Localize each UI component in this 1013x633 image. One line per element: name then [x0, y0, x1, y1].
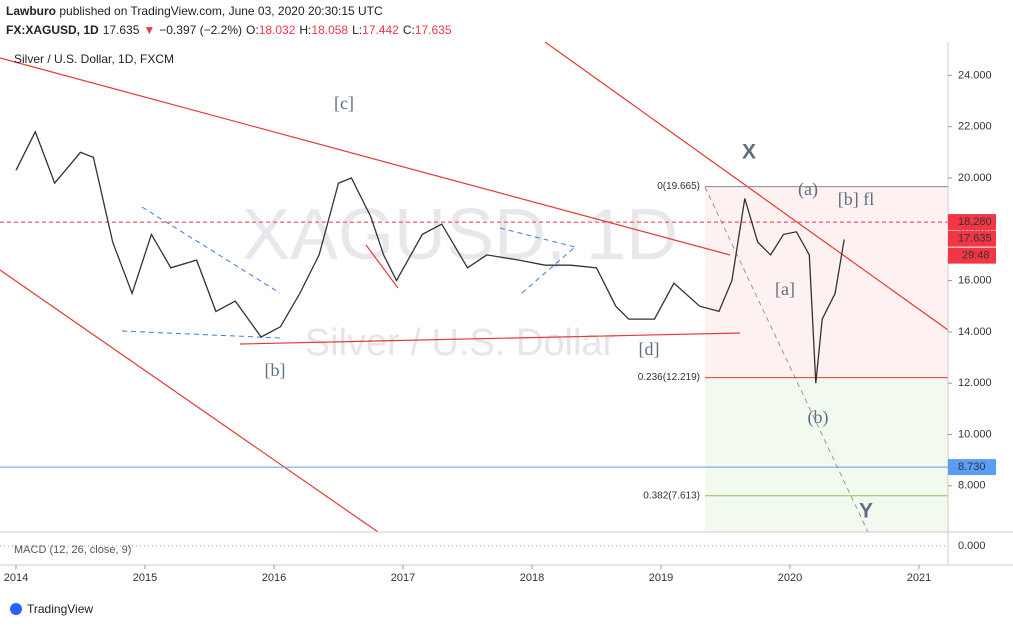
quote-part: 17.635	[415, 23, 452, 37]
wave-label: (b)	[808, 407, 829, 428]
quote-part: FX:XAGUSD, 1D	[6, 23, 99, 37]
x-tick-label: 2016	[262, 572, 286, 584]
published: published on TradingView.com, June 03, 2…	[59, 4, 383, 18]
x-tick-label: 2020	[778, 572, 802, 584]
blue-lines	[121, 206, 576, 339]
countdown-box	[948, 247, 996, 264]
price-box	[948, 214, 996, 231]
y-tick-label: 20.000	[958, 172, 992, 184]
wave-label: Y	[859, 500, 873, 523]
y-tick-label: 14.000	[958, 326, 992, 338]
wedge-line	[521, 246, 576, 294]
fib-zone-lower	[705, 378, 948, 532]
fib-label: 0(19.665)	[657, 181, 700, 192]
logo-icon	[10, 603, 22, 615]
x-tick-label: 2015	[133, 572, 157, 584]
y-tick-label: 16.000	[958, 274, 992, 286]
trend-line	[0, 57, 731, 256]
x-tick-label: 2019	[649, 572, 673, 584]
trend-line	[0, 269, 379, 533]
logo: TradingView	[10, 602, 93, 616]
plot: 0(19.665) 0.236(12.219) 0.382(7.613)	[0, 130, 948, 501]
trend-line	[239, 332, 741, 345]
trend-line	[365, 244, 399, 289]
wave-label: [b] fl	[838, 189, 874, 209]
price-label: 17.635	[958, 233, 992, 245]
wave-label: [b]	[265, 360, 286, 380]
quote-part: ▼	[143, 23, 155, 37]
quote-part: 17.635	[103, 23, 140, 37]
wave-label: X	[742, 141, 756, 164]
trend-lines	[0, 41, 949, 533]
quote-part: C:	[403, 23, 415, 37]
price-label: 18.280	[958, 216, 992, 228]
quote-part: 18.058	[311, 23, 348, 37]
macd-tick: 0.000	[958, 540, 986, 552]
quote-part: 18.032	[259, 23, 296, 37]
wedge-line	[141, 206, 281, 294]
projection-line	[704, 186, 869, 533]
author: Lawburo	[6, 4, 56, 18]
x-tick-label: 2014	[4, 572, 28, 584]
price-line-series	[15, 130, 845, 384]
wedge-line	[499, 227, 576, 248]
watermark-symbol: XAGUSD, 1D	[242, 195, 678, 275]
y-tick-label: 10.000	[958, 428, 992, 440]
price-label: 8.730	[958, 461, 986, 473]
fib-label: 0.236(12.219)	[638, 372, 700, 383]
quote-part: 17.442	[362, 23, 399, 37]
y-tick-label: 12.000	[958, 377, 992, 389]
x-tick-label: 2018	[520, 572, 544, 584]
price-box	[948, 459, 996, 476]
quote-part: H:	[299, 23, 311, 37]
y-tick-label: 24.000	[958, 69, 992, 81]
quote-line: FX:XAGUSD, 1D 17.635 ▼ −0.397 (−2.2%) O:18.0…	[6, 23, 452, 37]
price-box	[948, 230, 996, 247]
trend-line	[544, 41, 949, 331]
y-tick-label: 8.000	[958, 480, 986, 492]
macd-label: MACD (12, 26, close, 9)	[14, 544, 131, 556]
countdown: 29:48	[962, 250, 990, 262]
symbol-description: Silver / U.S. Dollar, 1D, FXCM	[14, 52, 174, 66]
quote-part: −0.397 (−2.2%)	[159, 23, 242, 37]
quote-part: O:	[246, 23, 259, 37]
x-tick-label: 2021	[907, 572, 931, 584]
quote-part: L:	[352, 23, 362, 37]
y-tick-label: 22.000	[958, 121, 992, 133]
x-tick-label: 2017	[391, 572, 415, 584]
watermark-desc: Silver / U.S. Dollar	[305, 322, 616, 364]
wave-label: [d]	[639, 339, 660, 359]
fib-label: 0.382(7.613)	[643, 490, 700, 501]
wave-label: [a]	[775, 279, 795, 299]
publisher-line: Lawburo published on TradingView.com, Ju…	[6, 4, 383, 18]
fib-zone-upper	[705, 187, 948, 378]
wave-label: [c]	[334, 93, 354, 113]
wave-label: (a)	[798, 179, 818, 200]
brand: TradingView	[27, 602, 93, 616]
